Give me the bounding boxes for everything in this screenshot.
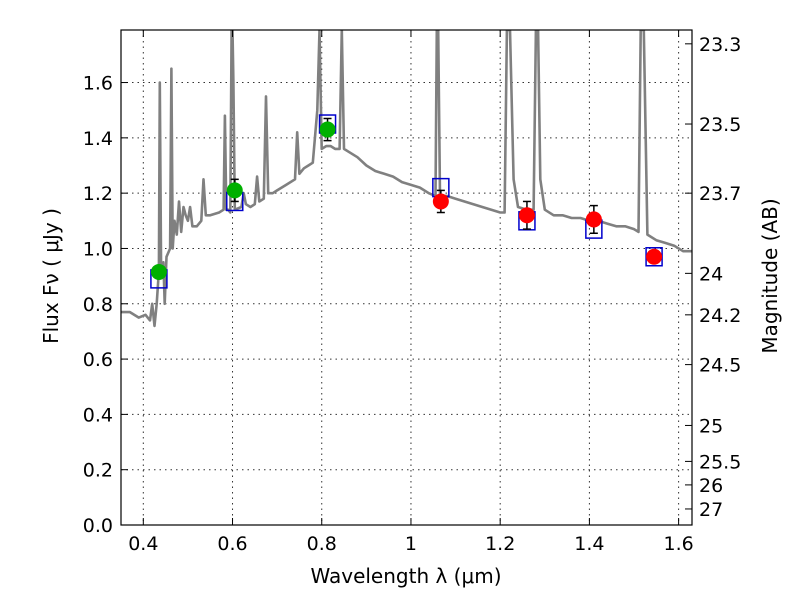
y2-tick-label: 25 [699,415,723,437]
plot-frame [120,29,693,526]
y-tick-label: 1.2 [83,183,113,205]
plot-layer [121,30,692,328]
nir-point [518,207,535,224]
y-tick-label: 0.8 [83,294,113,316]
y-tick-label: 1.4 [83,128,113,150]
x-tick-label: 1 [405,533,417,555]
optical-point [319,121,336,138]
y2-tick-label: 25.5 [699,451,741,473]
optical-point [150,263,167,280]
y-tick-label: 0.6 [83,349,113,371]
y-tick-label: 1.6 [83,73,113,95]
x-tick-label: 0.4 [128,533,158,555]
y2-tick-label: 24.2 [699,305,741,327]
x-tick-label: 0.8 [307,533,337,555]
y-tick-label: 0.4 [83,404,113,426]
nir-point [646,248,663,265]
y-tick-label: 0.2 [83,460,113,482]
y-tick-label: 0.0 [83,515,113,537]
nir-point [432,193,449,210]
y2-tick-label: 23.3 [699,34,741,56]
x-tick-label: 0.6 [217,533,247,555]
y2-tick-label: 24 [699,263,723,285]
nir-point [585,211,602,228]
y2-tick-label: 27 [699,499,723,521]
y-tick-label: 1.0 [83,238,113,260]
y2-tick-label: 24.5 [699,355,741,377]
tick-layer: 0.4 0.6 0.8 1 1.2 1.4 1.6 0.0 0.2 0.4 0.6 0.8 1.0 1.2… [83,30,741,555]
y2-axis-title: Magnitude (AB) [758,198,782,353]
y2-tick-label: 23.5 [699,114,741,136]
y-axis-title: Flux Fν ( μJy ) [39,208,63,344]
x-tick-label: 1.4 [574,533,604,555]
x-axis-title: Wavelength λ (μm) [310,564,501,588]
model-spectrum-line [121,30,692,328]
grid-layer [121,30,692,526]
y2-tick-label: 26 [699,475,723,497]
optical-point [226,182,243,199]
x-tick-label: 1.2 [485,533,515,555]
y2-tick-label: 23.7 [699,183,741,205]
x-tick-label: 1.6 [664,533,694,555]
